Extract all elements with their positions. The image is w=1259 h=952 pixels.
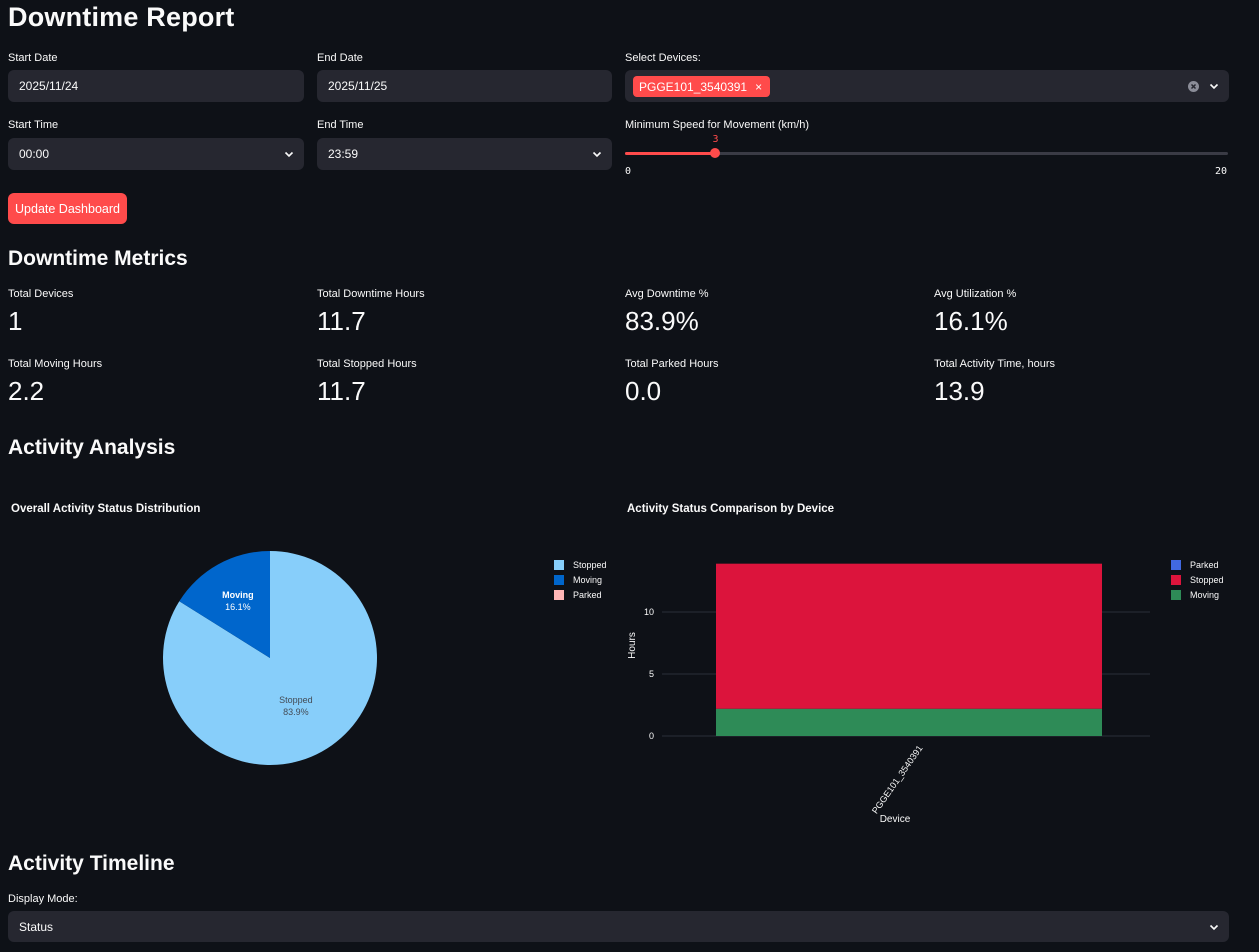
metric-value: 0.0 [625, 376, 662, 406]
end-date-input[interactable]: 2025/11/25 [317, 70, 612, 102]
min-speed-label: Minimum Speed for Movement (km/h) [625, 119, 809, 131]
slider-min-label: 0 [625, 166, 632, 177]
bar-legend-item[interactable]: Moving [1171, 590, 1219, 600]
metric-label: Total Downtime Hours [317, 288, 425, 300]
metric-label: Total Devices [8, 288, 74, 300]
start-date-input[interactable]: 2025/11/24 [8, 70, 304, 102]
chevron-down-icon [284, 151, 294, 158]
start-date-value: 2025/11/24 [19, 79, 79, 93]
y-tick-label: 10 [644, 607, 654, 617]
pie-slice-label: 16.1% [225, 602, 251, 612]
pie-legend-item[interactable]: Moving [554, 575, 602, 585]
bar-legend-item[interactable]: Stopped [1171, 575, 1224, 585]
chevron-down-icon [592, 151, 602, 158]
legend-label: Moving [573, 575, 603, 585]
device-tag: PGGE101_3540391 × [633, 76, 771, 97]
pie-slice-label: Moving [222, 590, 254, 600]
slider-value: 3 [712, 134, 719, 145]
metric-value: 2.2 [8, 376, 45, 406]
metric-label: Total Stopped Hours [317, 358, 417, 370]
metric-value: 13.9 [934, 376, 985, 406]
display-mode-select[interactable]: Status [8, 911, 1229, 942]
metric-value: 16.1% [934, 306, 1008, 336]
slider-max-label: 20 [1215, 166, 1228, 177]
pie-chart-title: Overall Activity Status Distribution [11, 503, 201, 515]
timeline-heading: Activity Timeline [8, 852, 175, 875]
chevron-down-icon [1209, 924, 1219, 931]
start-date-label: Start Date [8, 52, 58, 64]
metric-value: 83.9% [625, 306, 699, 336]
pie-slice-label: Stopped [279, 695, 313, 705]
end-time-select[interactable]: 23:59 [317, 138, 612, 170]
x-axis-title: Device [880, 814, 911, 825]
legend-swatch [554, 590, 564, 600]
y-tick-label: 0 [649, 731, 654, 741]
metrics-heading: Downtime Metrics [8, 247, 188, 270]
device-tag-label: PGGE101_3540391 [639, 79, 748, 94]
slider-thumb[interactable] [710, 148, 721, 158]
chevron-down-icon[interactable] [1209, 81, 1219, 91]
x-tick-label: PGGE101_3540391 [870, 743, 925, 815]
metric-label: Avg Utilization % [934, 288, 1017, 300]
remove-tag-icon[interactable]: × [755, 79, 763, 94]
analysis-heading: Activity Analysis [8, 436, 176, 459]
y-axis-title: Hours [627, 632, 638, 659]
bar-chart-title: Activity Status Comparison by Device [627, 503, 835, 515]
pie-slice-moving[interactable] [179, 551, 270, 658]
legend-swatch [554, 560, 564, 570]
y-tick-label: 5 [649, 669, 654, 679]
start-time-value: 00:00 [19, 147, 50, 161]
pie-chart: Stopped 83.9% Moving 16.1% [163, 551, 377, 765]
legend-swatch [1171, 590, 1181, 600]
start-time-select[interactable]: 00:00 [8, 138, 304, 170]
legend-label: Stopped [573, 560, 607, 570]
legend-swatch [554, 575, 564, 585]
min-speed-slider[interactable] [625, 148, 1228, 158]
display-mode-value: Status [19, 919, 54, 934]
metric-label: Total Parked Hours [625, 358, 719, 370]
metric-label: Avg Downtime % [625, 288, 709, 300]
pie-legend-item[interactable]: Stopped [554, 560, 607, 570]
page-title: Downtime Report [8, 2, 235, 32]
legend-label: Parked [1190, 560, 1219, 570]
slider-fill [625, 152, 716, 155]
legend-label: Parked [573, 590, 602, 600]
pie-slice-label: 83.9% [283, 707, 309, 717]
legend-label: Stopped [1190, 575, 1224, 585]
pie-legend-item[interactable]: Parked [554, 590, 602, 600]
metric-value: 1 [8, 306, 23, 336]
metric-label: Total Moving Hours [8, 358, 103, 370]
devices-label: Select Devices: [625, 52, 701, 64]
devices-multiselect[interactable]: PGGE101_3540391 × [625, 70, 1229, 102]
display-mode-label: Display Mode: [8, 893, 78, 905]
legend-swatch [1171, 575, 1181, 585]
bar-legend-item[interactable]: Parked [1171, 560, 1219, 570]
metric-value: 11.7 [317, 306, 366, 336]
end-time-label: End Time [317, 119, 364, 131]
metric-value: 11.7 [317, 376, 366, 406]
update-dashboard-button[interactable]: Update Dashboard [8, 193, 127, 224]
clear-all-icon[interactable] [1188, 81, 1199, 92]
end-date-value: 2025/11/25 [328, 79, 388, 93]
bar-segment-stopped[interactable] [716, 563, 1102, 709]
legend-swatch [1171, 560, 1181, 570]
metric-label: Total Activity Time, hours [934, 358, 1056, 370]
end-date-label: End Date [317, 52, 363, 64]
bar-segment-moving[interactable] [716, 708, 1102, 736]
end-time-value: 23:59 [328, 147, 359, 161]
start-time-label: Start Time [8, 119, 59, 131]
legend-label: Moving [1190, 590, 1220, 600]
